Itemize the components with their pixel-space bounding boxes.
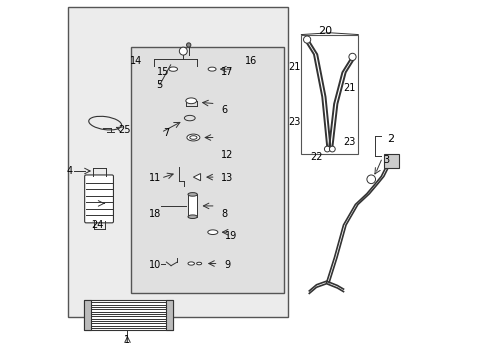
- Text: 16: 16: [244, 56, 256, 66]
- Ellipse shape: [208, 67, 216, 71]
- Circle shape: [348, 53, 355, 60]
- Text: 7: 7: [163, 128, 169, 138]
- Text: 6: 6: [221, 105, 227, 115]
- Bar: [68, 7, 287, 317]
- Circle shape: [366, 175, 375, 184]
- Bar: [166, 300, 172, 330]
- Circle shape: [303, 36, 310, 43]
- Circle shape: [186, 43, 190, 47]
- Text: 9: 9: [224, 260, 230, 270]
- Ellipse shape: [207, 230, 218, 235]
- Text: 2: 2: [386, 134, 393, 144]
- Text: 8: 8: [221, 209, 227, 219]
- Bar: [301, 35, 358, 154]
- Ellipse shape: [187, 193, 197, 196]
- Text: 23: 23: [287, 117, 300, 127]
- Circle shape: [324, 146, 329, 152]
- Text: 3: 3: [382, 155, 388, 165]
- Text: 15: 15: [157, 67, 169, 77]
- Text: 25: 25: [118, 125, 130, 135]
- Polygon shape: [193, 174, 200, 181]
- Bar: [187, 194, 197, 217]
- Bar: [84, 300, 91, 330]
- Text: 21: 21: [287, 62, 300, 72]
- Ellipse shape: [168, 67, 177, 71]
- Text: 20: 20: [318, 26, 332, 36]
- Text: 17: 17: [221, 67, 233, 77]
- Ellipse shape: [186, 134, 200, 141]
- Ellipse shape: [196, 262, 201, 265]
- Text: 14: 14: [129, 56, 142, 66]
- Ellipse shape: [187, 262, 194, 265]
- Text: 4: 4: [66, 166, 72, 176]
- Text: 19: 19: [224, 231, 237, 241]
- Text: 22: 22: [309, 152, 322, 162]
- Text: 13: 13: [221, 173, 233, 183]
- Text: 12: 12: [221, 150, 233, 160]
- Text: 5: 5: [156, 80, 162, 90]
- Text: 18: 18: [149, 209, 162, 219]
- Text: 1: 1: [124, 335, 130, 345]
- Ellipse shape: [185, 98, 196, 104]
- Text: 10: 10: [148, 260, 161, 270]
- Ellipse shape: [187, 215, 197, 219]
- Text: 21: 21: [343, 83, 355, 93]
- Circle shape: [179, 47, 187, 55]
- Bar: [384, 154, 398, 168]
- Bar: [131, 47, 284, 293]
- FancyBboxPatch shape: [84, 175, 113, 223]
- Circle shape: [329, 146, 335, 152]
- Text: 11: 11: [148, 173, 161, 183]
- Text: 23: 23: [343, 137, 355, 147]
- Text: 24: 24: [91, 220, 103, 230]
- Bar: [84, 300, 172, 330]
